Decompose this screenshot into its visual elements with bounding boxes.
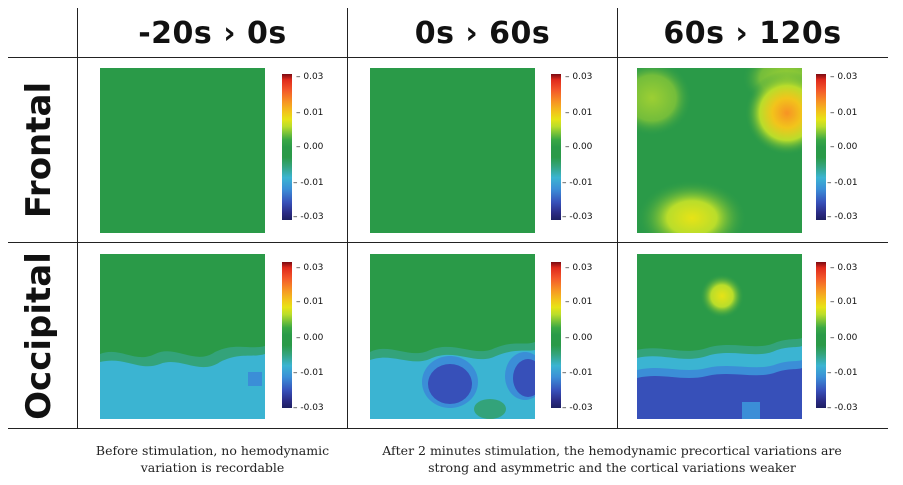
map-frontal-pre [100, 68, 265, 233]
map-occipital-pre [100, 254, 265, 419]
colorbar-tick-label: – 0.00 [296, 142, 324, 152]
colorbar-tick-label: – -0.01 [562, 368, 593, 378]
caption-after-stimulation: After 2 minutes stimulation, the hemodyn… [382, 443, 842, 475]
colorbar-tick-label: – 0.00 [296, 333, 324, 343]
colorbar-tick-label: – 0.01 [830, 108, 858, 118]
grid-hline-2 [8, 242, 888, 243]
colorbar-occipital-late [816, 262, 826, 408]
colorbar-tick-label: – 0.01 [565, 108, 593, 118]
colorbar-tick-label: – 0.01 [830, 297, 858, 307]
column-header-pre: -20s › 0s [138, 15, 287, 51]
colorbar-tick-label: – 0.00 [565, 333, 593, 343]
colorbar-tick-label: – -0.01 [562, 178, 593, 188]
colorbar-occipital-early [551, 262, 561, 408]
colorbar-tick-label: – -0.03 [293, 403, 324, 413]
column-header-early: 0s › 60s [414, 15, 551, 51]
colorbar-tick-label: – 0.00 [830, 333, 858, 343]
colorbar-tick-label: – 0.00 [565, 142, 593, 152]
colorbar-frontal-late [816, 74, 826, 220]
colorbar-tick-label: – 0.01 [296, 297, 324, 307]
grid-hline-1 [8, 57, 888, 58]
map-frontal-late [637, 68, 802, 233]
map-occipital-early [370, 254, 535, 419]
colorbar-tick-label: – 0.03 [565, 72, 593, 82]
grid-hline-3 [8, 428, 888, 429]
colorbar-tick-label: – 0.03 [565, 263, 593, 273]
column-header-late: 60s › 120s [663, 15, 842, 51]
row-label-occipital: Occipital [19, 251, 59, 420]
colorbar-tick-label: – -0.01 [827, 178, 858, 188]
colorbar-tick-label: – 0.03 [296, 263, 324, 273]
map-occipital-late [637, 254, 802, 419]
colorbar-tick-label: – 0.01 [565, 297, 593, 307]
colorbar-tick-label: – 0.00 [830, 142, 858, 152]
colorbar-tick-label: – -0.03 [562, 212, 593, 222]
colorbar-tick-label: – -0.01 [827, 368, 858, 378]
map-frontal-early [370, 68, 535, 233]
colorbar-tick-label: – -0.03 [293, 212, 324, 222]
colorbar-tick-label: – 0.03 [296, 72, 324, 82]
colorbar-tick-label: – 0.03 [830, 72, 858, 82]
colorbar-occipital-pre [282, 262, 292, 408]
colorbar-tick-label: – -0.01 [293, 368, 324, 378]
colorbar-tick-label: – -0.03 [827, 403, 858, 413]
row-header-occipital: Occipital [0, 243, 78, 428]
colorbar-tick-label: – -0.01 [293, 178, 324, 188]
colorbar-frontal-pre [282, 74, 292, 220]
row-label-frontal: Frontal [19, 81, 60, 219]
colorbar-tick-label: – 0.01 [296, 108, 324, 118]
colorbar-tick-label: – 0.03 [830, 263, 858, 273]
row-header-frontal: Frontal [0, 58, 78, 242]
colorbar-tick-label: – -0.03 [562, 403, 593, 413]
grid-vline-1 [77, 8, 78, 428]
grid-vline-3 [617, 8, 618, 428]
colorbar-frontal-early [551, 74, 561, 220]
grid-vline-2 [347, 8, 348, 428]
colorbar-tick-label: – -0.03 [827, 212, 858, 222]
caption-before-stimulation: Before stimulation, no hemodynamic varia… [95, 443, 330, 475]
